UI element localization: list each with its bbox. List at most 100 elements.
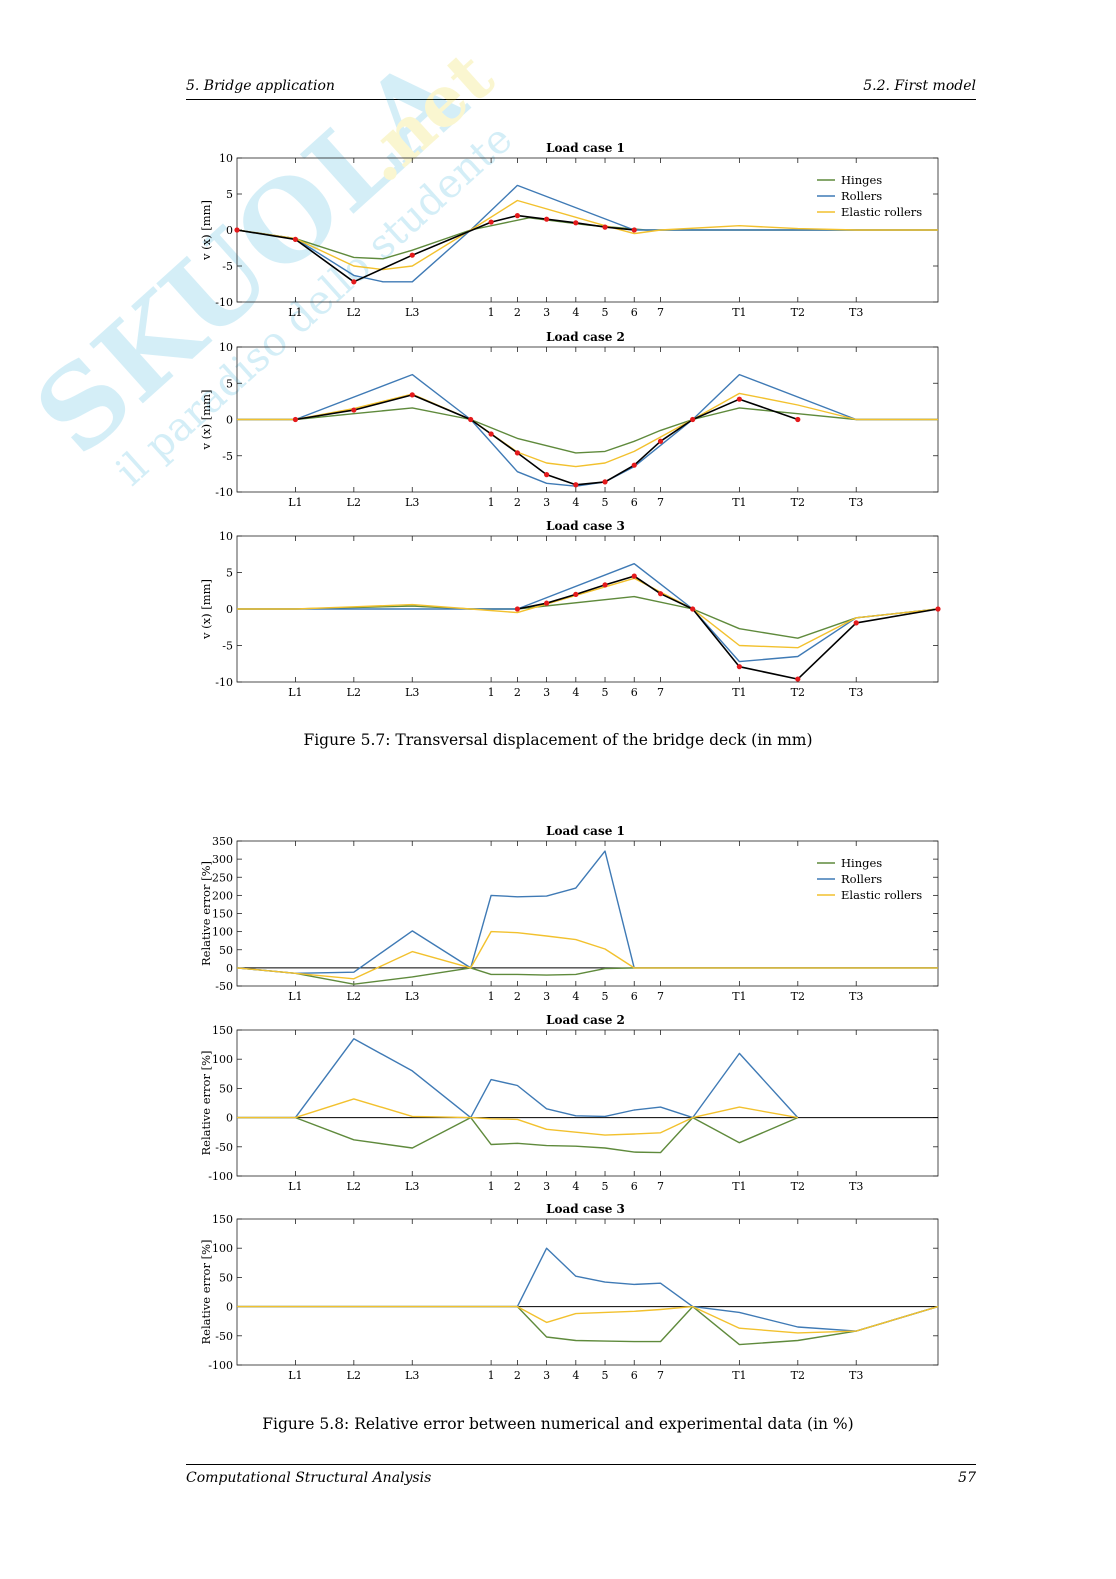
- chart3-xtick-label: L1: [288, 686, 302, 699]
- chart4-ylabel: Relative error [%]: [199, 861, 213, 966]
- chart6-ytick-label: 0: [226, 1301, 233, 1314]
- chart4-xtick-label: L1: [288, 990, 302, 1003]
- chart5-ytick-label: -50: [215, 1141, 233, 1154]
- chart3-data-point: [631, 573, 637, 579]
- chart5-xtick-label: L1: [288, 1180, 302, 1193]
- chart1-xtick-label: L3: [405, 306, 419, 319]
- chart6-xtick-label: T3: [849, 1369, 863, 1382]
- chart2-xtick-label: L3: [405, 496, 419, 509]
- chart1-data-point: [573, 220, 579, 226]
- chart6-series-rollers: [237, 1247, 939, 1332]
- chart6-xtick-label: 6: [631, 1369, 638, 1382]
- chart1-ytick-label: -5: [222, 260, 233, 273]
- chart2-data-point: [292, 416, 299, 423]
- chart6-ytick-label: -50: [215, 1330, 233, 1343]
- chart5-xtick-label: 6: [631, 1180, 638, 1193]
- chart4-ytick-label: 150: [212, 908, 233, 921]
- chart6-xtick-label: 5: [602, 1369, 609, 1382]
- chart3-xtick-label: 7: [657, 686, 664, 699]
- chart2-xtick-label: T2: [791, 496, 805, 509]
- chart4-xtick-label: 4: [572, 990, 579, 1003]
- chart3-data-point: [795, 676, 801, 682]
- chart3-xtick-label: T3: [849, 686, 863, 699]
- chart4-xtick-label: 7: [657, 990, 664, 1003]
- chart1-ytick-label: -10: [215, 296, 233, 309]
- figure-5-8-caption: Figure 5.8: Relative error between numer…: [262, 1415, 854, 1433]
- chart5-series-rollers: [237, 1038, 799, 1119]
- chart1-legend-label: Hinges: [841, 173, 882, 187]
- chart1-data-point: [544, 216, 550, 222]
- chart2-data-point: [544, 472, 550, 478]
- chart3-xtick-label: L3: [405, 686, 419, 699]
- chart3-data-point: [853, 620, 859, 626]
- chart1-xtick-label: T1: [732, 306, 746, 319]
- chart2-data-point: [631, 462, 637, 468]
- chart1-xtick-label: T2: [791, 306, 805, 319]
- chart2-data-point: [488, 431, 494, 437]
- chart3-data-point: [690, 606, 696, 612]
- chart2-data-point: [409, 392, 415, 398]
- chart5-ytick-label: 50: [219, 1082, 233, 1095]
- chart5-series-hinges: [237, 1116, 799, 1154]
- chart2-xtick-label: 1: [488, 496, 495, 509]
- chart1-ytick-label: 10: [219, 152, 233, 165]
- chart3-series-experimental: [517, 575, 939, 680]
- chart4-ytick-label: 100: [212, 926, 233, 939]
- chart3-data-point: [573, 591, 579, 598]
- chart1-xtick-label: L1: [288, 306, 302, 319]
- chart4-series-elastic-rollers: [236, 930, 938, 980]
- chart1-series-experimental: [236, 214, 635, 283]
- chart1-xtick-label: 6: [631, 306, 638, 319]
- chart4-xtick-label: L2: [347, 990, 361, 1003]
- chart2-data-point: [468, 416, 474, 423]
- chart1-data-point: [292, 236, 299, 242]
- chart1-data-point: [409, 252, 415, 258]
- chart1-xtick-label: 3: [543, 306, 550, 319]
- chart2-ytick-label: 0: [226, 414, 233, 427]
- running-footer-left: Computational Structural Analysis: [186, 1470, 432, 1486]
- chart4-legend-label: Hinges: [841, 856, 882, 870]
- chart1-xtick-label: 7: [657, 306, 664, 319]
- chart3-data-point: [544, 600, 550, 606]
- chart4-xtick-label: 6: [631, 990, 638, 1003]
- chart5-title: Load case 2: [546, 1013, 625, 1027]
- header-rule: [186, 99, 976, 100]
- chart2-xtick-label: 7: [657, 496, 664, 509]
- chart5-ytick-label: 100: [212, 1053, 233, 1066]
- chart1-ylabel: v (x) [mm]: [199, 200, 213, 261]
- chart4-series-rollers: [236, 850, 938, 974]
- chart1-xtick-label: 1: [488, 306, 495, 319]
- chart2-xtick-label: 3: [543, 496, 550, 509]
- chart2-ytick-label: -5: [222, 450, 233, 463]
- chart4-xtick-label: 5: [602, 990, 609, 1003]
- chart1-series-elastic-rollers: [236, 199, 938, 271]
- chart6-xtick-label: L1: [288, 1369, 302, 1382]
- chart3-ytick-label: 5: [226, 567, 233, 580]
- page-number: 57: [958, 1470, 976, 1486]
- chart2-xtick-label: L2: [347, 496, 361, 509]
- chart2-xtick-label: T1: [732, 496, 746, 509]
- chart6-ylabel: Relative error [%]: [199, 1239, 213, 1344]
- chart2-series-hinges: [237, 407, 938, 454]
- chart6-series-elastic-rollers: [237, 1305, 939, 1334]
- chart6-ytick-label: 50: [219, 1271, 233, 1284]
- chart1-data-point: [488, 219, 494, 225]
- chart4-xtick-label: L3: [405, 990, 419, 1003]
- chart4-ytick-label: 250: [212, 871, 233, 884]
- chart5-xtick-label: 4: [572, 1180, 579, 1193]
- chart2-data-point: [690, 416, 696, 423]
- chart1-legend-label: Elastic rollers: [841, 205, 922, 219]
- chart1-xtick-label: 2: [514, 306, 521, 319]
- chart2-series-experimental: [295, 394, 799, 486]
- chart3-xtick-label: T1: [732, 686, 746, 699]
- chart2-data-point: [657, 438, 664, 444]
- chart6-xtick-label: 4: [572, 1369, 579, 1382]
- chart6-ytick-label: 100: [212, 1242, 233, 1255]
- chart6-ytick-label: 150: [212, 1213, 233, 1226]
- chart2-series-elastic-rollers: [237, 392, 938, 468]
- chart4-legend-label: Rollers: [841, 872, 882, 886]
- chart4-xtick-label: 3: [543, 990, 550, 1003]
- chart5-xtick-label: 5: [602, 1180, 609, 1193]
- chart6-xtick-label: 3: [543, 1369, 550, 1382]
